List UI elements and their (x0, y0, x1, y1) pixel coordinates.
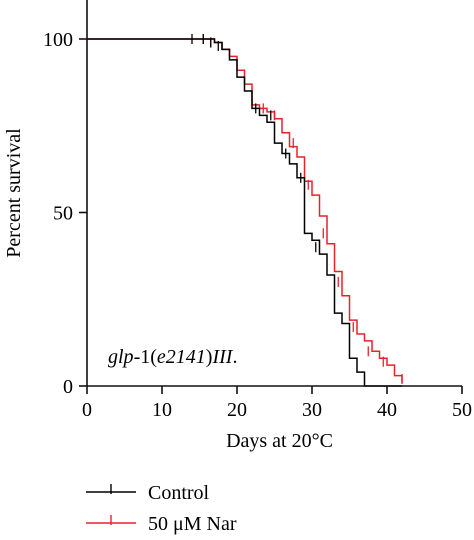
y-tick-label: 100 (43, 29, 73, 51)
x-tick-label: 30 (302, 399, 322, 421)
x-tick-label: 10 (152, 399, 172, 421)
annotation-part: glp (108, 346, 134, 368)
y-tick-label: 0 (63, 376, 73, 398)
x-tick-label: 0 (82, 399, 92, 421)
legend-label: 50 μM Nar (148, 513, 237, 535)
annotation-part: e2141 (157, 346, 206, 368)
series-line (87, 38, 402, 387)
legend: Control 50 μM Nar (86, 482, 237, 535)
annotation-part: III (211, 346, 233, 368)
x-tick-label: 50 (452, 399, 472, 421)
annotation-part: -1( (134, 346, 158, 368)
y-tick-label: 50 (53, 203, 73, 225)
legend-label: Control (148, 482, 210, 504)
x-axis-label: Days at 20°C (226, 430, 333, 452)
plot-lines (87, 34, 403, 387)
x-tick-label: 40 (377, 399, 397, 421)
axis-ticks: 0 10 20 30 40 50 0 50 100 (43, 29, 472, 421)
axes (86, 0, 462, 387)
y-axis-label: Percent survival (3, 128, 25, 258)
annotation-part: ) (206, 346, 213, 368)
annotation-part: . (232, 346, 237, 368)
x-tick-label: 20 (227, 399, 247, 421)
strain-annotation: glp-1(e2141)III. (108, 346, 237, 368)
